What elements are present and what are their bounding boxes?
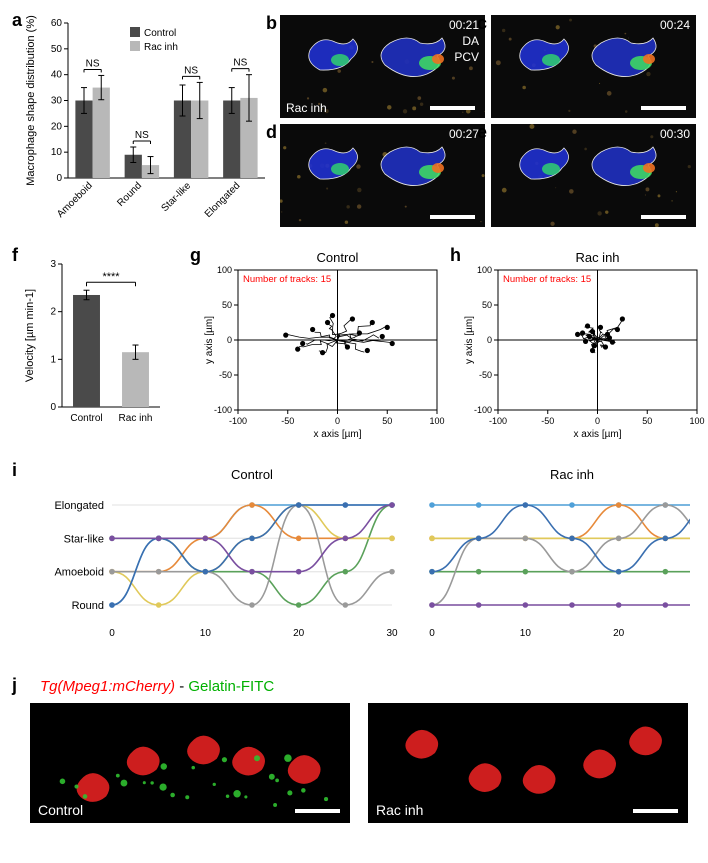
svg-text:0: 0 — [50, 402, 56, 413]
panel-f-label: f — [12, 245, 18, 266]
svg-text:Number of tracks: 15: Number of tracks: 15 — [243, 274, 331, 285]
panel-a-chart: 0 10 20 30 40 50 60 Macrophage shape distributi… — [20, 15, 270, 230]
panel-i-label: i — [12, 460, 17, 481]
svg-text:0: 0 — [56, 173, 62, 184]
svg-text:10: 10 — [51, 147, 63, 158]
svg-text:x axis [µm]: x axis [µm] — [574, 429, 622, 440]
svg-text:-100: -100 — [474, 405, 492, 415]
svg-text:30: 30 — [51, 96, 63, 107]
panel-e-label: e — [477, 122, 487, 143]
svg-text:2: 2 — [50, 307, 56, 318]
svg-text:0: 0 — [335, 416, 340, 426]
svg-text:Elongated: Elongated — [203, 180, 243, 220]
svg-text:100: 100 — [217, 265, 232, 275]
svg-text:100: 100 — [477, 265, 492, 275]
svg-text:Control: Control — [38, 802, 83, 818]
svg-text:-50: -50 — [281, 416, 294, 426]
svg-text:0: 0 — [429, 628, 435, 639]
svg-text:****: **** — [102, 271, 120, 283]
svg-text:Elongated: Elongated — [54, 500, 104, 512]
panel-j-title-part: - — [175, 678, 188, 695]
panel-d-label: d — [266, 122, 277, 143]
svg-text:-50: -50 — [479, 370, 492, 380]
microscopy-frame: 00:27 — [280, 124, 485, 227]
svg-text:Rac inh: Rac inh — [144, 42, 178, 53]
svg-text:NS: NS — [86, 58, 100, 69]
svg-text:y axis [µm]: y axis [µm] — [464, 316, 475, 364]
svg-text:x axis [µm]: x axis [µm] — [314, 429, 362, 440]
svg-text:y axis [µm]: y axis [µm] — [204, 316, 215, 364]
panel-g-chart: Control -100 -50 0 50 100 -100 -50 0 50 100 x axis … — [200, 250, 445, 440]
svg-text:Velocity [µm min-1]: Velocity [µm min-1] — [24, 289, 36, 382]
microscopy-frame: 00:24 — [491, 15, 696, 118]
svg-text:Control: Control — [231, 467, 273, 482]
svg-text:Rac inh: Rac inh — [376, 802, 423, 818]
svg-text:-100: -100 — [214, 405, 232, 415]
svg-text:100: 100 — [429, 416, 444, 426]
panel-j-title-part: Tg(Mpeg1:mCherry) — [40, 678, 175, 695]
svg-text:Rac inh: Rac inh — [575, 250, 619, 265]
svg-text:50: 50 — [482, 300, 492, 310]
svg-text:00:21: 00:21 — [449, 18, 479, 32]
svg-text:1: 1 — [50, 354, 56, 365]
svg-text:3: 3 — [50, 259, 56, 270]
svg-text:Control: Control — [70, 413, 102, 424]
svg-text:-100: -100 — [489, 416, 507, 426]
svg-text:Rac inh: Rac inh — [119, 413, 153, 424]
svg-text:10: 10 — [200, 628, 212, 639]
svg-text:50: 50 — [222, 300, 232, 310]
svg-text:60: 60 — [51, 18, 63, 29]
svg-text:-100: -100 — [229, 416, 247, 426]
figure-root: a 0102030405060Macrophage shape distribu… — [10, 10, 698, 853]
panel-i-chart: Elongated Star-like Amoeboid Round Control 0 1… — [40, 465, 690, 665]
svg-text:00:24: 00:24 — [660, 18, 690, 32]
microscopy-frame: 00:21 DA PCV Rac inh — [280, 15, 485, 118]
svg-text:20: 20 — [293, 628, 305, 639]
svg-text:100: 100 — [689, 416, 704, 426]
svg-text:0: 0 — [227, 335, 232, 345]
panel-b-label: b — [266, 13, 277, 34]
panel-j-title-part: Gelatin-FITC — [188, 678, 274, 695]
svg-text:0: 0 — [595, 416, 600, 426]
svg-text:20: 20 — [51, 121, 63, 132]
svg-text:Star-like: Star-like — [64, 533, 104, 545]
panels-bcde: 00:21DAPCVRac inhb00:24c00:27d00:30e — [280, 15, 698, 230]
svg-text:DA: DA — [462, 34, 479, 48]
svg-text:NS: NS — [135, 130, 149, 141]
svg-text:NS: NS — [233, 58, 247, 69]
svg-text:Rac inh: Rac inh — [286, 101, 327, 115]
svg-text:Star-like: Star-like — [160, 180, 194, 214]
svg-text:-50: -50 — [541, 416, 554, 426]
svg-text:00:27: 00:27 — [449, 127, 479, 141]
panel-j-images: Control Rac inh — [30, 703, 690, 843]
svg-text:40: 40 — [51, 70, 63, 81]
svg-text:Amoeboid: Amoeboid — [54, 567, 104, 579]
panel-f-chart: 0 1 2 3 Velocity [µm min-1] Control Rac inh ***… — [20, 250, 165, 435]
svg-text:50: 50 — [642, 416, 652, 426]
svg-text:0: 0 — [109, 628, 115, 639]
svg-text:30: 30 — [386, 628, 398, 639]
svg-text:Round: Round — [115, 180, 144, 209]
svg-text:Control: Control — [144, 28, 176, 39]
svg-text:Rac inh: Rac inh — [550, 467, 594, 482]
svg-text:50: 50 — [382, 416, 392, 426]
svg-text:00:30: 00:30 — [660, 127, 690, 141]
svg-text:Control: Control — [317, 250, 359, 265]
svg-text:NS: NS — [184, 65, 198, 76]
svg-text:-50: -50 — [219, 370, 232, 380]
svg-text:Number of tracks: 15: Number of tracks: 15 — [503, 274, 591, 285]
svg-text:Round: Round — [72, 600, 104, 612]
svg-text:Amoeboid: Amoeboid — [55, 180, 95, 220]
svg-text:Macrophage shape distribution: Macrophage shape distribution (%) — [25, 15, 37, 186]
svg-text:PCV: PCV — [454, 50, 479, 64]
panel-j-title: Tg(Mpeg1:mCherry) - Gelatin-FITC — [40, 678, 274, 695]
svg-text:50: 50 — [51, 44, 63, 55]
svg-text:0: 0 — [487, 335, 492, 345]
svg-text:10: 10 — [520, 628, 532, 639]
microscopy-frame: 00:30 — [491, 124, 696, 227]
panel-j-label: j — [12, 675, 17, 696]
panel-c-label: c — [477, 13, 487, 34]
svg-text:20: 20 — [613, 628, 625, 639]
panel-h-chart: Rac inh -100 -50 0 50 100 -100 -50 0 50 100 x axis … — [460, 250, 705, 440]
